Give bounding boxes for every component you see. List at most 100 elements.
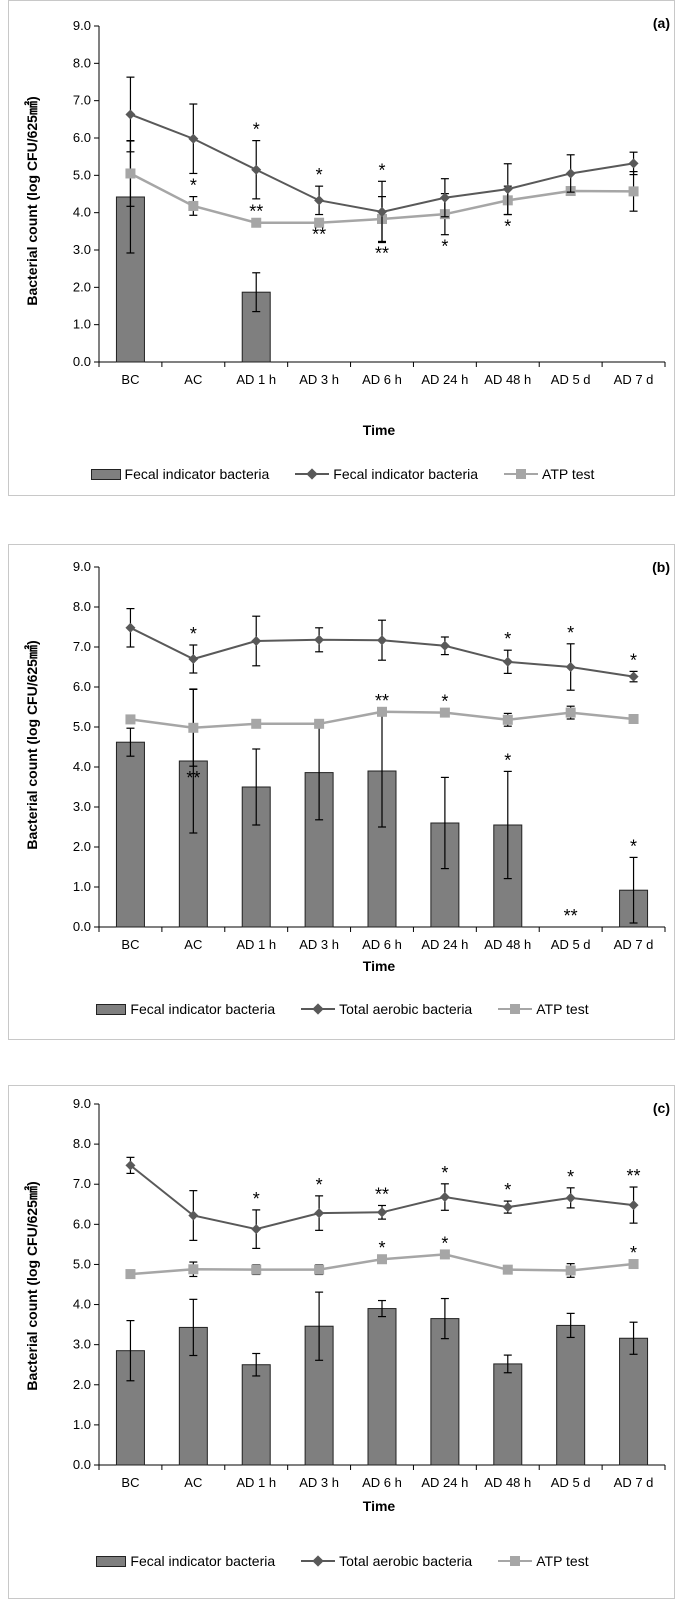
total-aerobic-point bbox=[628, 671, 639, 682]
x-tick-label: AD 1 h bbox=[236, 1475, 276, 1490]
x-tick-label: AD 7 d bbox=[614, 937, 654, 952]
total-aerobic-point bbox=[188, 133, 199, 144]
chart-panel-a: (a) Bacterial count (log CFU/625㎟) 0.0 1.… bbox=[8, 0, 675, 496]
atp-point bbox=[502, 714, 513, 725]
atp-point bbox=[377, 706, 387, 717]
y-tick-label: 8.0 bbox=[73, 55, 91, 70]
x-tick-label: AD 6 h bbox=[362, 937, 402, 952]
atp-point bbox=[251, 718, 262, 729]
legend-swatch-bar bbox=[96, 1003, 127, 1015]
y-tick-label: 0.0 bbox=[73, 1457, 91, 1472]
x-tick-label: AC bbox=[184, 372, 202, 387]
total-aerobic-point bbox=[565, 168, 576, 179]
panel-tag: (a) bbox=[652, 15, 670, 31]
significance-mark: * bbox=[378, 160, 385, 180]
legend-swatch-diamond-line bbox=[301, 1555, 336, 1567]
atp-point bbox=[502, 1264, 513, 1275]
significance-mark: * bbox=[441, 1233, 448, 1253]
bar bbox=[493, 1363, 523, 1466]
x-tick-label: AD 6 h bbox=[362, 1475, 402, 1490]
total-aerobic-point bbox=[439, 192, 450, 203]
legend-swatch-square-line bbox=[498, 1003, 533, 1015]
significance-mark: * bbox=[630, 650, 637, 670]
chart-panel-c: (c) Bacterial count (log CFU/625㎟) 0.0 1.… bbox=[8, 1085, 675, 1599]
atp-point bbox=[188, 200, 199, 211]
significance-mark: * bbox=[630, 1243, 637, 1263]
significance-mark: ** bbox=[312, 225, 326, 245]
y-tick-label: 1.0 bbox=[73, 1417, 91, 1432]
legend-item-bars: Fecal indicator bacteria bbox=[90, 466, 270, 482]
y-tick-label: 3.0 bbox=[73, 1337, 91, 1352]
bar bbox=[556, 1324, 586, 1466]
atp-point bbox=[565, 707, 576, 718]
significance-mark: * bbox=[567, 1167, 574, 1187]
x-tick-label: AD 5 d bbox=[551, 1475, 591, 1490]
y-tick-label: 7.0 bbox=[73, 1176, 91, 1191]
total-aerobic-point bbox=[439, 1192, 450, 1203]
legend-swatch-square-line bbox=[504, 468, 539, 480]
legend-label-bars: Fecal indicator bacteria bbox=[130, 1553, 276, 1569]
x-tick-label: AD 24 h bbox=[421, 937, 468, 952]
panel-tag: (c) bbox=[652, 1100, 670, 1116]
y-tick-label: 6.0 bbox=[73, 1216, 91, 1231]
atp-point bbox=[125, 168, 136, 179]
x-tick-label: AD 48 h bbox=[484, 1475, 531, 1490]
significance-mark: * bbox=[441, 1163, 448, 1183]
atp-point bbox=[628, 1259, 639, 1270]
y-tick-label: 2.0 bbox=[73, 279, 91, 294]
total-aerobic-point bbox=[377, 635, 387, 646]
y-tick-label: 8.0 bbox=[73, 1136, 91, 1151]
atp-point bbox=[377, 1254, 387, 1265]
total-aerobic-point bbox=[502, 656, 513, 667]
atp-point bbox=[314, 1264, 325, 1275]
y-tick-label: 7.0 bbox=[73, 639, 91, 654]
legend-item-atp: ATP test bbox=[504, 466, 594, 482]
y-tick-label: 9.0 bbox=[73, 1096, 91, 1111]
significance-mark: ** bbox=[627, 1166, 641, 1186]
legend-label-total: Fecal indicator bacteria bbox=[333, 466, 479, 482]
y-tick-label: 4.0 bbox=[73, 759, 91, 774]
x-tick-label: AD 5 d bbox=[551, 937, 591, 952]
y-tick-label: 1.0 bbox=[73, 317, 91, 332]
significance-mark: * bbox=[253, 120, 260, 140]
x-tick-label: AC bbox=[184, 937, 202, 952]
significance-mark: * bbox=[441, 692, 448, 712]
atp-point bbox=[314, 718, 325, 729]
legend-item-total: Fecal indicator bacteria bbox=[295, 466, 478, 482]
atp-point bbox=[628, 714, 639, 724]
atp-point bbox=[251, 217, 262, 228]
total-aerobic-point bbox=[188, 1210, 199, 1221]
total-aerobic-point bbox=[188, 654, 199, 664]
legend-label-atp: ATP test bbox=[536, 1001, 589, 1017]
legend-label-bars: Fecal indicator bacteria bbox=[124, 466, 270, 482]
x-tick-label: AD 48 h bbox=[484, 937, 531, 952]
total-aerobic-point bbox=[125, 109, 136, 120]
legend-swatch-diamond-line bbox=[295, 468, 330, 480]
x-tick-label: AD 3 h bbox=[299, 1475, 339, 1490]
x-tick-label: AD 5 d bbox=[551, 372, 591, 387]
significance-mark: ** bbox=[375, 691, 389, 711]
y-tick-label: 9.0 bbox=[73, 559, 91, 574]
significance-mark: * bbox=[441, 237, 448, 257]
legend: Fecal indicator bacteria Total aerobic b… bbox=[9, 1001, 676, 1017]
legend-label-total: Total aerobic bacteria bbox=[339, 1553, 473, 1569]
legend-swatch-bar bbox=[96, 1555, 127, 1567]
significance-mark: * bbox=[378, 1238, 385, 1258]
x-tick-label: BC bbox=[121, 937, 139, 952]
significance-mark: * bbox=[504, 750, 511, 770]
y-tick-label: 6.0 bbox=[73, 130, 91, 145]
y-tick-label: 6.0 bbox=[73, 679, 91, 694]
y-tick-label: 5.0 bbox=[73, 167, 91, 182]
x-tick-label: AD 7 d bbox=[614, 372, 654, 387]
legend-label-total: Total aerobic bacteria bbox=[339, 1001, 473, 1017]
legend-item-total: Total aerobic bacteria bbox=[301, 1001, 472, 1017]
y-tick-label: 3.0 bbox=[73, 242, 91, 257]
x-tick-label: AD 3 h bbox=[299, 372, 339, 387]
significance-mark: ** bbox=[375, 243, 389, 263]
y-tick-label: 2.0 bbox=[73, 839, 91, 854]
legend-swatch-bar bbox=[90, 468, 121, 480]
legend-swatch-square-line bbox=[498, 1555, 533, 1567]
y-tick-label: 0.0 bbox=[73, 354, 91, 369]
x-tick-label: BC bbox=[121, 1475, 139, 1490]
legend: Fecal indicator bacteria Fecal indicator… bbox=[9, 466, 676, 482]
